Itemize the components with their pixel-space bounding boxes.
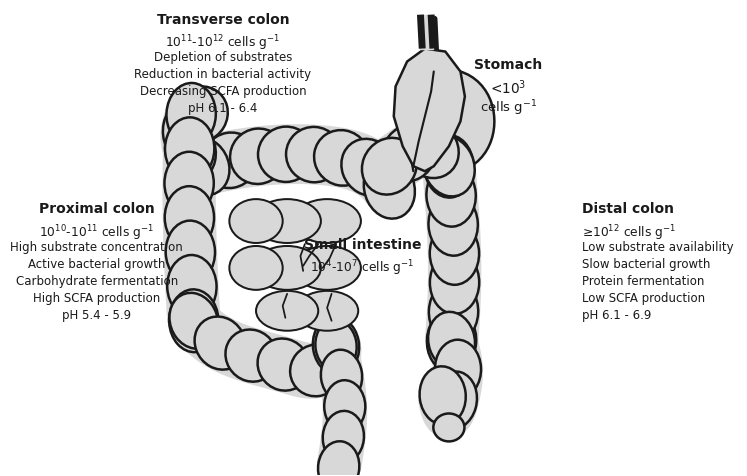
Ellipse shape [341,139,396,196]
Ellipse shape [430,371,477,429]
Ellipse shape [176,137,229,195]
Text: Decreasing SCFA production: Decreasing SCFA production [140,85,306,98]
Ellipse shape [430,251,480,314]
Text: High substrate concentration: High substrate concentration [10,241,183,254]
Ellipse shape [429,280,478,343]
Text: Stomach: Stomach [474,58,542,72]
Text: Reduction in bacterial activity: Reduction in bacterial activity [134,68,311,81]
Ellipse shape [229,199,282,243]
Polygon shape [394,49,465,171]
Polygon shape [161,86,219,190]
Ellipse shape [165,118,214,180]
Text: High SCFA production: High SCFA production [33,292,161,305]
Text: Depletion of substrates: Depletion of substrates [154,51,292,64]
Ellipse shape [430,222,479,285]
Ellipse shape [433,414,465,441]
Ellipse shape [296,291,359,331]
Text: Carbohydrate fermentation: Carbohydrate fermentation [16,275,178,288]
Text: 10$^{10}$-10$^{11}$ cells g$^{-1}$: 10$^{10}$-10$^{11}$ cells g$^{-1}$ [40,223,155,243]
Ellipse shape [167,255,217,318]
Ellipse shape [362,138,417,195]
Polygon shape [422,164,481,344]
Ellipse shape [256,291,318,331]
Ellipse shape [258,338,309,391]
Ellipse shape [166,220,215,283]
Ellipse shape [258,127,314,182]
Ellipse shape [424,135,474,198]
Ellipse shape [286,127,342,182]
Ellipse shape [167,83,216,146]
Ellipse shape [294,199,361,243]
Ellipse shape [175,139,231,194]
Text: Distal colon: Distal colon [581,202,674,217]
Ellipse shape [323,411,364,463]
Polygon shape [408,70,495,173]
Ellipse shape [364,158,415,218]
Text: Low SCFA production: Low SCFA production [581,292,704,305]
Ellipse shape [165,119,216,181]
Polygon shape [162,112,220,323]
Polygon shape [314,340,367,472]
Ellipse shape [164,152,214,215]
Text: Protein fermentation: Protein fermentation [581,275,704,288]
Ellipse shape [318,441,359,476]
Text: Transverse colon: Transverse colon [157,12,289,27]
Text: 10$^{11}$-10$^{12}$ cells g$^{-1}$: 10$^{11}$-10$^{12}$ cells g$^{-1}$ [165,33,281,53]
Ellipse shape [170,293,218,348]
Ellipse shape [169,289,218,352]
Ellipse shape [202,132,258,188]
Text: Active bacterial growth: Active bacterial growth [28,258,166,271]
Text: ≥10$^{12}$ cells g$^{-1}$: ≥10$^{12}$ cells g$^{-1}$ [581,223,675,243]
Ellipse shape [427,309,477,372]
Polygon shape [418,330,483,439]
Text: Low substrate availability: Low substrate availability [581,241,733,254]
Text: Proximal colon: Proximal colon [39,202,155,217]
Ellipse shape [420,367,466,425]
Ellipse shape [253,246,321,290]
Ellipse shape [427,164,476,227]
Ellipse shape [435,340,481,398]
Ellipse shape [226,329,277,382]
Ellipse shape [294,246,361,290]
Ellipse shape [253,199,321,243]
Ellipse shape [428,312,475,369]
Polygon shape [378,119,471,193]
Polygon shape [175,303,362,398]
Ellipse shape [321,350,362,402]
Ellipse shape [313,317,359,375]
Text: 10$^{4}$-10$^{7}$ cells g$^{-1}$: 10$^{4}$-10$^{7}$ cells g$^{-1}$ [310,259,415,278]
Text: Slow bacterial growth: Slow bacterial growth [581,258,710,271]
Ellipse shape [429,193,478,256]
Text: Small intestine: Small intestine [304,238,421,252]
Text: cells g$^{-1}$: cells g$^{-1}$ [480,98,537,118]
Text: <10$^{3}$: <10$^{3}$ [490,79,527,97]
Ellipse shape [314,130,370,186]
Ellipse shape [290,345,342,396]
Ellipse shape [423,136,474,197]
Ellipse shape [403,122,459,178]
Text: pH 5.4 - 5.9: pH 5.4 - 5.9 [62,309,131,322]
Text: pH 6.1 - 6.4: pH 6.1 - 6.4 [188,102,258,115]
Ellipse shape [382,125,436,181]
Ellipse shape [315,320,356,372]
Ellipse shape [165,186,214,249]
Ellipse shape [194,317,246,370]
Ellipse shape [173,87,228,142]
Text: pH 6.1 - 6.9: pH 6.1 - 6.9 [581,309,651,322]
Ellipse shape [230,129,286,184]
Polygon shape [197,124,412,203]
Ellipse shape [324,380,365,433]
Ellipse shape [163,99,213,161]
Ellipse shape [229,246,282,290]
